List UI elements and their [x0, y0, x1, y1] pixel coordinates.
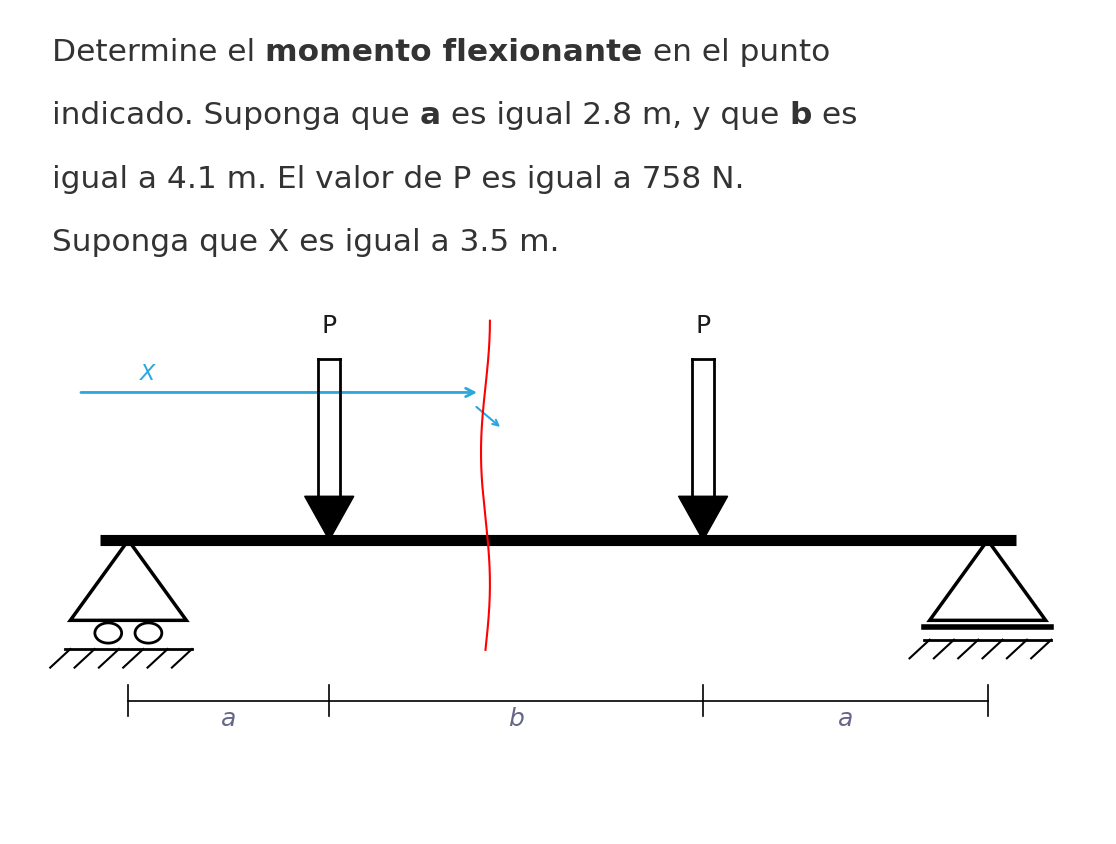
Polygon shape	[305, 496, 354, 540]
Text: momento flexionante: momento flexionante	[266, 38, 643, 67]
Text: Determine el: Determine el	[52, 38, 266, 67]
Text: igual a 4.1 m. El valor de P es igual a 758 N.: igual a 4.1 m. El valor de P es igual a …	[52, 165, 745, 193]
Text: Suponga que X es igual a 3.5 m.: Suponga que X es igual a 3.5 m.	[52, 228, 560, 257]
Text: indicado. Suponga que: indicado. Suponga que	[52, 101, 420, 130]
Text: en el punto: en el punto	[643, 38, 830, 67]
Text: P: P	[321, 314, 337, 338]
Text: es igual 2.8 m, y que: es igual 2.8 m, y que	[441, 101, 789, 130]
Text: X: X	[140, 364, 155, 384]
Text: b: b	[789, 101, 811, 130]
Text: es: es	[811, 101, 857, 130]
Text: a: a	[221, 707, 237, 731]
Text: a: a	[838, 707, 853, 731]
Text: P: P	[695, 314, 711, 338]
Text: a: a	[420, 101, 441, 130]
Text: b: b	[508, 707, 525, 731]
Polygon shape	[679, 496, 728, 540]
